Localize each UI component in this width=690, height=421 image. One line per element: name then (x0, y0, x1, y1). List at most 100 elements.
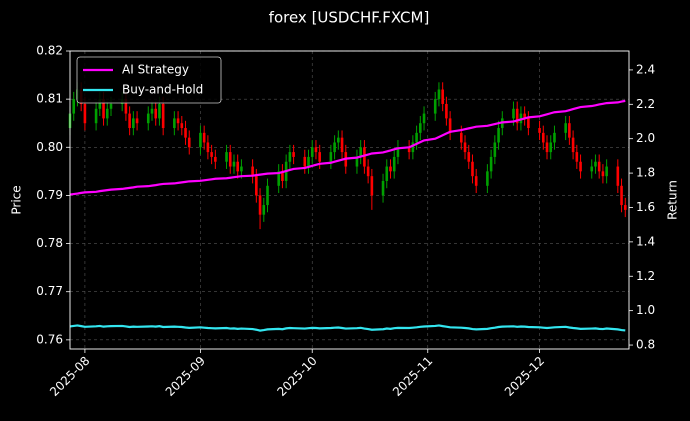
candle-body (545, 142, 549, 153)
candle-body (422, 113, 426, 124)
candle-body (206, 142, 210, 153)
candle-body (255, 176, 258, 196)
candle-body (258, 195, 262, 215)
candle-body (448, 118, 452, 133)
candle-body (366, 166, 370, 177)
candle-body (579, 161, 582, 172)
candle-body (623, 205, 627, 210)
candle-body (281, 171, 284, 181)
y2-tick-label: 1.0 (636, 303, 655, 317)
candle-body (132, 118, 135, 129)
candle-body (471, 161, 474, 177)
candle-body (396, 147, 400, 157)
candle-body (337, 137, 340, 143)
candle-body (385, 166, 389, 181)
y2-tick-label: 0.8 (636, 338, 655, 352)
candle-body (538, 128, 541, 133)
candle-body (370, 176, 374, 196)
candle-body (158, 103, 161, 119)
candle-body (288, 152, 292, 162)
candle-body (571, 137, 575, 153)
candle-body (251, 166, 254, 177)
candle-body (590, 166, 594, 172)
candle-body (109, 103, 113, 109)
candle-body (94, 108, 98, 124)
candle-body (445, 103, 448, 119)
candle-body (355, 156, 359, 167)
candle-body (154, 108, 158, 119)
y-tick-label: 0.78 (36, 236, 63, 250)
y-tick-label: 0.77 (36, 284, 63, 298)
candle-body (460, 132, 463, 143)
candle-body (128, 113, 131, 129)
candle-body (601, 171, 605, 177)
y2-axis-label: Return (666, 180, 680, 220)
series-line (69, 324, 626, 332)
candle-body (199, 132, 202, 148)
candle-body (98, 99, 102, 109)
candle-body (553, 132, 556, 143)
candle-body (415, 132, 418, 143)
y-tick-label: 0.81 (36, 92, 63, 106)
y2-tick-label: 2.0 (636, 131, 655, 145)
series-line (69, 99, 626, 196)
candle-body (214, 156, 217, 162)
candle-body (549, 142, 553, 153)
candle-body (497, 128, 500, 143)
candle-body (515, 108, 519, 124)
y2-tick-label: 2.2 (636, 97, 655, 111)
y2-tick-label: 1.2 (636, 269, 655, 283)
candle-body (292, 152, 295, 157)
candle-body (493, 142, 497, 157)
y-tick-label: 0.80 (36, 140, 63, 154)
y2-tick-label: 2.4 (636, 62, 655, 76)
chart-title: forex [USDCHF.FXCM] (269, 9, 430, 27)
candle-body (463, 142, 467, 153)
candle-body (187, 137, 191, 148)
candle-body (433, 99, 437, 114)
candle-body (232, 161, 236, 167)
candle-body (594, 161, 597, 167)
candle-body (359, 147, 362, 157)
candle-body (150, 108, 154, 114)
candle-body (225, 152, 228, 162)
candle-body (568, 123, 571, 138)
x-tick-label: 2025-12 (502, 354, 547, 399)
candle-body (333, 142, 336, 153)
candle-body (597, 161, 601, 172)
candle-body (318, 152, 321, 162)
candle-body (486, 171, 489, 186)
candle-body (381, 180, 385, 196)
legend-label: AI Strategy (122, 63, 189, 77)
candle-body (266, 185, 269, 206)
candle-body (411, 142, 415, 153)
candle-body (363, 147, 366, 167)
y2-tick-label: 1.6 (636, 200, 655, 214)
candle-body (262, 205, 266, 215)
candle-body (124, 99, 128, 114)
candle-body (389, 166, 392, 172)
candle-body (161, 103, 165, 129)
x-tick-label: 2025-09 (163, 354, 208, 399)
candle-body (310, 147, 314, 157)
legend-label: Buy-and-Hold (122, 83, 203, 97)
legend-box (76, 56, 222, 104)
candle-body (437, 89, 441, 100)
y2-tick-label: 1.8 (636, 166, 655, 180)
y-tick-label: 0.82 (36, 44, 63, 58)
candle-body (527, 118, 530, 129)
x-tick-label: 2025-11 (390, 354, 435, 399)
candle-body (489, 156, 493, 172)
candle-body (467, 152, 471, 162)
candle-body (146, 113, 150, 124)
candle-body (210, 152, 213, 157)
y2-tick-label: 1.4 (636, 234, 655, 248)
candle-body (303, 156, 307, 167)
y-tick-label: 0.79 (36, 188, 63, 202)
candle-body (419, 123, 422, 133)
candle-body (523, 113, 526, 119)
candle-body (83, 103, 87, 124)
candle-body (340, 137, 344, 153)
y-tick-label: 0.76 (36, 332, 63, 346)
candle-body (228, 152, 232, 167)
